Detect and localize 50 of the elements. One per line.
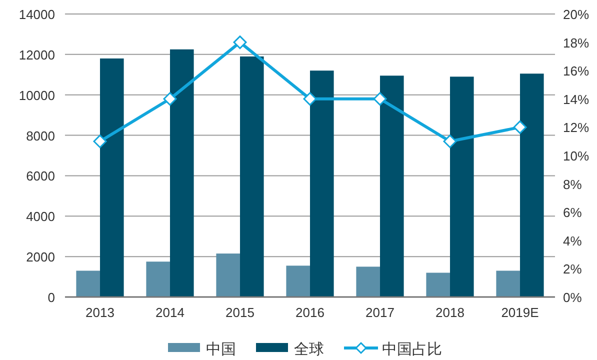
point: [233, 36, 247, 50]
y-tick-label: 2000: [26, 250, 55, 265]
y2-tick-label: 6%: [563, 205, 582, 220]
bar: [146, 262, 170, 297]
y-tick-label: 8000: [26, 128, 55, 144]
point: [373, 92, 387, 106]
bar: [170, 49, 194, 297]
x-tick-label: 2013: [86, 305, 114, 320]
y2-tick-label: 20%: [563, 7, 590, 22]
legend-label: 中国占比: [382, 341, 442, 358]
x-tick-label: 2019E: [501, 305, 540, 320]
y-tick-label: 0: [48, 290, 55, 305]
bar: [426, 272, 450, 297]
bar: [450, 76, 474, 297]
x-tick-label: 2016: [296, 305, 324, 320]
y-tick-label: 12000: [18, 47, 55, 62]
y-tick-label: 6000: [26, 168, 55, 184]
legend-label: 全球: [294, 341, 324, 358]
bar: [100, 58, 124, 297]
y2-tick-label: 16%: [563, 64, 590, 79]
y2-tick-label: 12%: [563, 120, 590, 136]
x-tick-label: 2018: [436, 305, 464, 320]
y-tick-label: 10000: [18, 88, 55, 103]
y-tick-label: 14000: [18, 7, 55, 22]
y2-tick-label: 0%: [563, 290, 582, 305]
y2-tick-label: 2%: [563, 262, 582, 277]
point: [303, 92, 317, 106]
x-tick-label: 2014: [156, 305, 184, 320]
bar: [216, 254, 240, 297]
x-tick-label: 2017: [366, 305, 394, 320]
y2-tick-label: 18%: [563, 35, 590, 50]
legend-label: 中国: [206, 341, 236, 358]
y2-tick-label: 10%: [563, 148, 590, 164]
y-tick-label: 4000: [26, 209, 55, 224]
y2-tick-label: 14%: [563, 92, 590, 107]
bar: [380, 76, 404, 297]
x-tick-label: 2015: [226, 305, 254, 320]
bar: [76, 270, 100, 297]
bar: [286, 266, 310, 297]
bar: [240, 56, 264, 297]
y2-tick-label: 4%: [563, 233, 582, 248]
point: [513, 120, 527, 134]
bar: [520, 74, 544, 297]
bar: [356, 266, 380, 297]
point: [163, 92, 177, 106]
bar: [496, 270, 520, 297]
y2-tick-label: 8%: [563, 176, 582, 192]
point: [93, 134, 107, 148]
bar: [310, 70, 334, 297]
point: [443, 134, 457, 148]
